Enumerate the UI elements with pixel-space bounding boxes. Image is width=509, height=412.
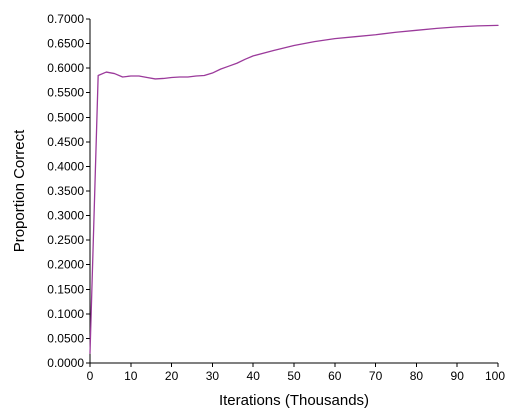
x-tick-label: 40 bbox=[247, 369, 261, 383]
x-tick-label: 30 bbox=[206, 369, 220, 383]
x-tick-label: 60 bbox=[328, 369, 342, 383]
tick-marks bbox=[86, 18, 499, 367]
series-layer bbox=[89, 24, 499, 354]
y-tick-label: 0.5500 bbox=[47, 86, 84, 100]
x-tick-label: 50 bbox=[287, 369, 301, 383]
y-tick-label: 0.4000 bbox=[47, 159, 84, 173]
y-tick-label: 0.5000 bbox=[47, 110, 84, 124]
x-tick-label: 90 bbox=[451, 369, 465, 383]
y-tick-label: 0.1000 bbox=[47, 307, 84, 321]
x-tick-label: 10 bbox=[124, 369, 138, 383]
x-tick-label: 70 bbox=[369, 369, 383, 383]
x-tick-label: 0 bbox=[87, 369, 94, 383]
y-tick-label: 0.4500 bbox=[47, 135, 84, 149]
y-tick-label: 0.3500 bbox=[47, 184, 84, 198]
x-tick-labels: 0 10 20 30 40 50 60 70 80 90 100 bbox=[87, 369, 506, 383]
y-axis-title: Proportion Correct bbox=[11, 129, 28, 252]
y-tick-label: 0.6500 bbox=[47, 37, 84, 51]
y-tick-label: 0.0000 bbox=[47, 356, 84, 370]
y-tick-label: 0.6000 bbox=[47, 61, 84, 75]
x-tick-label: 20 bbox=[165, 369, 179, 383]
y-tick-label: 0.2500 bbox=[47, 233, 84, 247]
x-tick-label: 100 bbox=[485, 369, 505, 383]
series-line bbox=[89, 24, 499, 354]
y-tick-label: 0.0500 bbox=[47, 331, 84, 345]
x-tick-label: 80 bbox=[410, 369, 424, 383]
y-tick-labels: 0.0000 0.0500 0.1000 0.1500 0.2000 0.2500 0.30… bbox=[47, 12, 84, 370]
y-tick-label: 0.1500 bbox=[47, 282, 84, 296]
y-tick-label: 0.3000 bbox=[47, 209, 84, 223]
y-tick-label: 0.2000 bbox=[47, 258, 84, 272]
x-axis-title: Iterations (Thousands) bbox=[219, 392, 369, 409]
y-tick-label: 0.7000 bbox=[47, 12, 84, 26]
